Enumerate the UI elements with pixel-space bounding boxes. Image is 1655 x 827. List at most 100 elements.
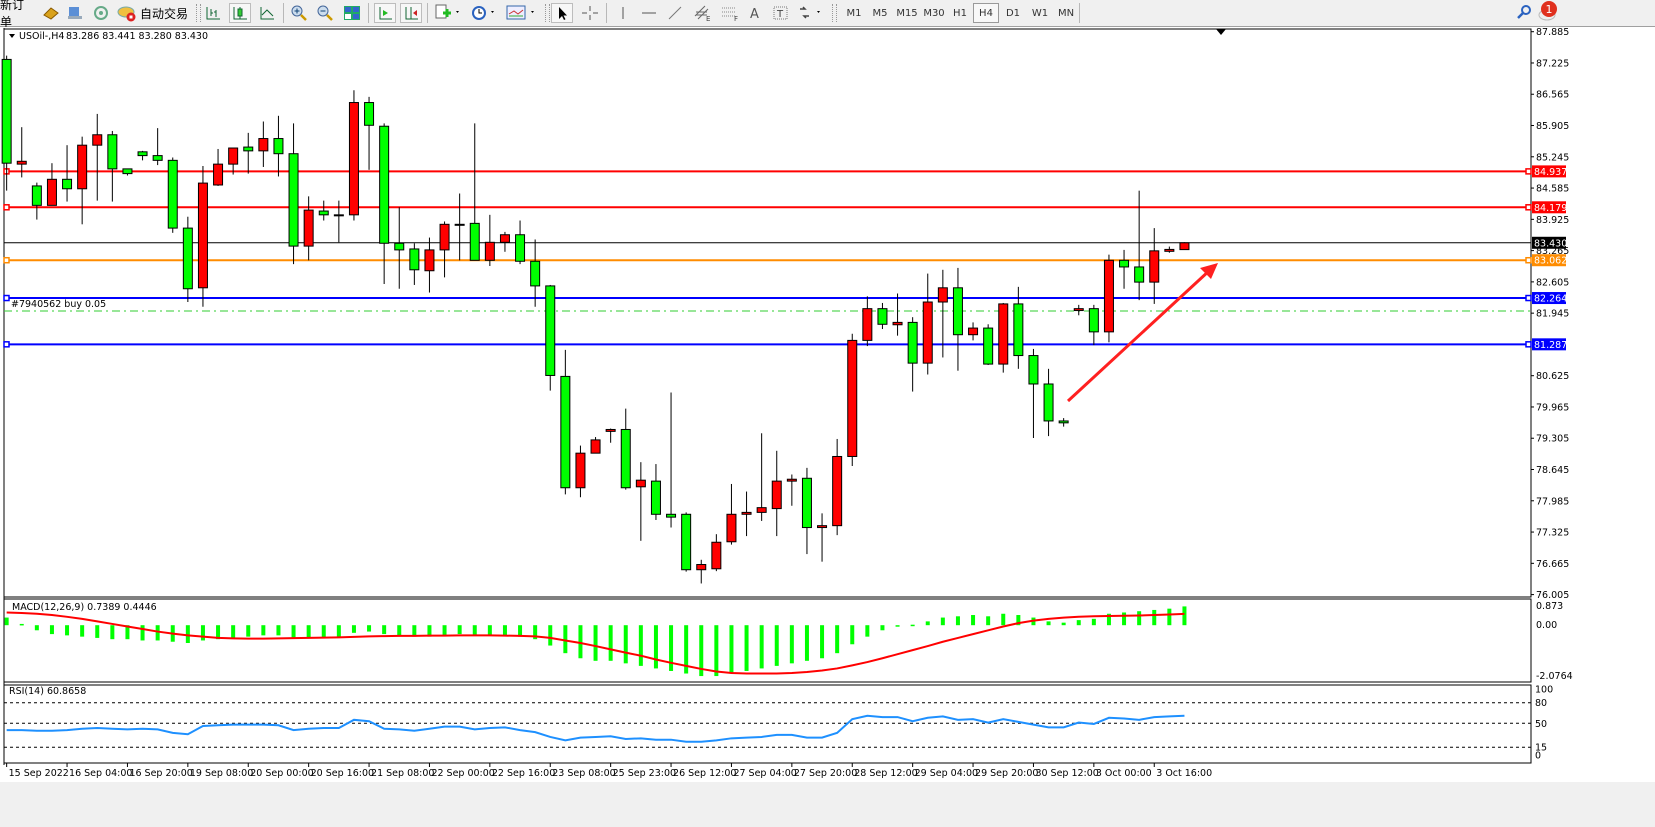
zoom-out-icon[interactable]	[314, 3, 336, 23]
text-icon[interactable]: A	[744, 3, 766, 23]
candle	[333, 200, 344, 243]
notification-badge[interactable]: 1	[1541, 1, 1557, 17]
level-handle[interactable]	[3, 341, 10, 348]
candle	[1088, 304, 1099, 346]
chart-shift-icon[interactable]	[400, 3, 422, 23]
arrows-icon[interactable]	[796, 3, 826, 23]
level-handle[interactable]	[1525, 256, 1532, 264]
svg-text:F: F	[734, 15, 738, 22]
horizontal-line-icon[interactable]	[638, 3, 660, 23]
macd-axis-label: 0.00	[1536, 620, 1557, 631]
candle	[1134, 190, 1145, 301]
equidistant-channel-icon[interactable]: E	[692, 3, 714, 23]
macd-histogram-bar	[185, 625, 190, 643]
search-icon[interactable]	[1513, 3, 1535, 23]
macd-histogram-bar	[351, 625, 356, 633]
zoom-in-icon[interactable]	[288, 3, 310, 23]
candle	[318, 200, 329, 221]
auto-trading-icon[interactable]	[116, 3, 138, 23]
tile-windows-icon[interactable]	[341, 3, 363, 23]
candle-body-up	[213, 163, 224, 186]
price-axis-label: 80.625	[1536, 371, 1569, 382]
period-d1-button[interactable]: D1	[1005, 7, 1021, 19]
period-w1-button[interactable]: W1	[1031, 7, 1049, 19]
period-m15-button[interactable]: M15	[896, 7, 918, 19]
rsi-axis-label: 50	[1535, 719, 1547, 730]
trend-arrow-line[interactable]	[1066, 268, 1212, 403]
vertical-line-icon[interactable]	[612, 3, 634, 23]
price-tag	[1532, 165, 1566, 178]
level-handle[interactable]	[1525, 168, 1532, 175]
candle	[1043, 368, 1054, 437]
price-axis-label: 85.905	[1536, 121, 1569, 132]
new-order-button[interactable]: 新订单	[0, 0, 34, 29]
macd-histogram-bar	[155, 625, 160, 641]
time-axis-label: 22 Sep 00:00	[431, 768, 494, 779]
toolbar-grip[interactable]	[196, 4, 201, 22]
period-m5-button[interactable]: M5	[872, 7, 888, 19]
macd-histogram-bar	[1016, 615, 1021, 626]
time-axis-label: 19 Sep 08:00	[190, 768, 253, 779]
candle	[1103, 254, 1114, 343]
fibonacci-icon[interactable]: F	[719, 3, 741, 23]
chart-menu-triangle-icon[interactable]	[9, 34, 15, 38]
bar-chart-icon[interactable]	[202, 3, 224, 23]
auto-scroll-icon[interactable]	[374, 3, 396, 23]
candle	[439, 221, 450, 278]
text-label-icon[interactable]: T	[770, 3, 792, 23]
period-m30-button[interactable]: M30	[923, 7, 945, 19]
price-axis-label: 81.945	[1536, 309, 1569, 320]
crosshair-icon[interactable]	[579, 3, 601, 23]
level-handle[interactable]	[1525, 294, 1532, 302]
macd-histogram-bar	[140, 625, 145, 641]
price-tag	[1532, 292, 1566, 305]
period-h4-button[interactable]: H4	[973, 3, 999, 23]
price-tag	[1532, 236, 1566, 249]
time-axis-label: 3 Oct 16:00	[1156, 768, 1212, 779]
macd-axis-label: 0.873	[1536, 601, 1563, 612]
periods-icon[interactable]	[469, 3, 499, 23]
candle-body-down	[62, 178, 73, 190]
level-handle[interactable]	[1525, 204, 1532, 211]
trend-arrow-head[interactable]	[1200, 263, 1218, 279]
navigator-icon[interactable]	[64, 3, 86, 23]
level-handle[interactable]	[1525, 341, 1532, 348]
macd-histogram-bar	[246, 625, 251, 637]
trendline-icon[interactable]	[664, 3, 686, 23]
period-mn-button[interactable]: MN	[1057, 7, 1075, 19]
level-handle[interactable]	[3, 294, 10, 302]
time-axis-label: 20 Sep 16:00	[311, 768, 374, 779]
period-h1-button[interactable]: H1	[953, 7, 967, 19]
level-handle[interactable]	[3, 256, 10, 264]
candle	[288, 123, 299, 265]
toolbar-separator	[427, 3, 428, 23]
candle-body-down	[907, 321, 918, 364]
market-watch-icon[interactable]	[40, 3, 62, 23]
candlestick-icon[interactable]	[229, 3, 251, 23]
price-axis-label: 83.925	[1536, 215, 1569, 226]
templates-icon[interactable]	[505, 3, 539, 23]
candle-body-down	[182, 227, 193, 290]
candle	[726, 483, 737, 545]
new-chart-icon[interactable]	[433, 3, 463, 23]
svg-text:A: A	[750, 7, 759, 21]
macd-histogram-bar	[714, 625, 719, 677]
candle-body-up	[726, 513, 737, 543]
price-axis-label: 87.885	[1536, 27, 1569, 38]
signals-icon[interactable]	[90, 3, 112, 23]
macd-histogram-bar	[1106, 613, 1111, 626]
level-handle[interactable]	[3, 204, 10, 211]
auto-trading-button[interactable]: 自动交易	[140, 3, 188, 23]
line-chart-icon[interactable]	[256, 3, 278, 23]
candle	[484, 214, 495, 267]
candle-body-down	[469, 222, 480, 261]
cursor-icon[interactable]	[551, 3, 573, 23]
chart-shift-marker[interactable]	[1216, 29, 1226, 35]
period-m1-button[interactable]: M1	[846, 7, 862, 19]
toolbar-grip[interactable]	[545, 4, 550, 22]
candle-body-down	[152, 155, 163, 161]
candle	[1164, 246, 1175, 253]
candle-body-up	[46, 178, 57, 206]
toolbar-grip[interactable]	[832, 4, 837, 22]
